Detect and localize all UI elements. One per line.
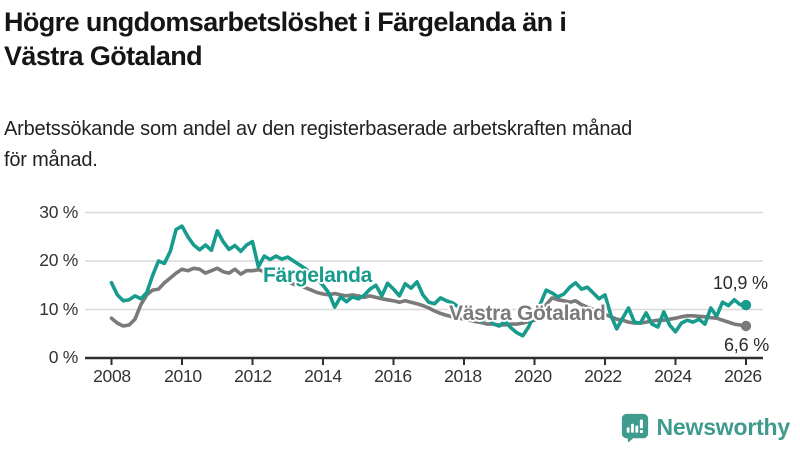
newsworthy-bubble-chart-icon [621,413,648,442]
series-line-fargelanda [109,224,748,338]
chart-title-line2: Västra Götaland [4,41,203,71]
chart-title-line1: Högre ungdomsarbetslöshet i Färgelanda ä… [4,7,567,37]
chart-subtitle-line1: Arbetssökande som andel av den registerb… [4,118,633,140]
x-axis-label-2024: 2024 [654,366,692,386]
end-value-label-vastra-gotaland: 6,6 % [724,335,770,355]
chart-subtitle-line2: för månad. [4,149,98,171]
newsworthy-logo: Newsworthy [620,412,790,442]
series-endpoint-fargelanda [740,299,752,311]
series-line-vastra-gotaland [109,266,748,328]
x-axis-label-2008: 2008 [93,366,131,386]
series-label-fargelanda: Färgelanda [263,264,373,287]
series-label-vastra-gotaland: Västra Götaland [449,302,606,325]
newsworthy-wordmark: Newsworthy [656,413,791,440]
y-axis-label-20: 20 % [39,250,78,270]
x-axis-label-2026: 2026 [724,366,762,386]
x-axis-label-2018: 2018 [444,366,482,386]
y-axis-label-10: 10 % [39,299,78,319]
y-axis-label-0: 0 % [48,347,79,367]
chart-title: Högre ungdomsarbetslöshet i Färgelanda ä… [4,5,567,73]
end-value-label-fargelanda: 10,9 % [713,273,768,293]
x-axis-label-2016: 2016 [374,366,412,386]
x-axis-label-2014: 2014 [304,366,342,386]
x-axis-label-2010: 2010 [164,366,202,386]
chart-subtitle: Arbetssökande som andel av den registerb… [4,114,632,176]
series-endpoint-vastra-gotaland [740,320,752,332]
x-axis-label-2012: 2012 [234,366,272,386]
y-axis-label-30: 30 % [39,202,78,222]
x-axis-label-2020: 2020 [514,366,552,386]
x-axis-label-2022: 2022 [584,366,622,386]
